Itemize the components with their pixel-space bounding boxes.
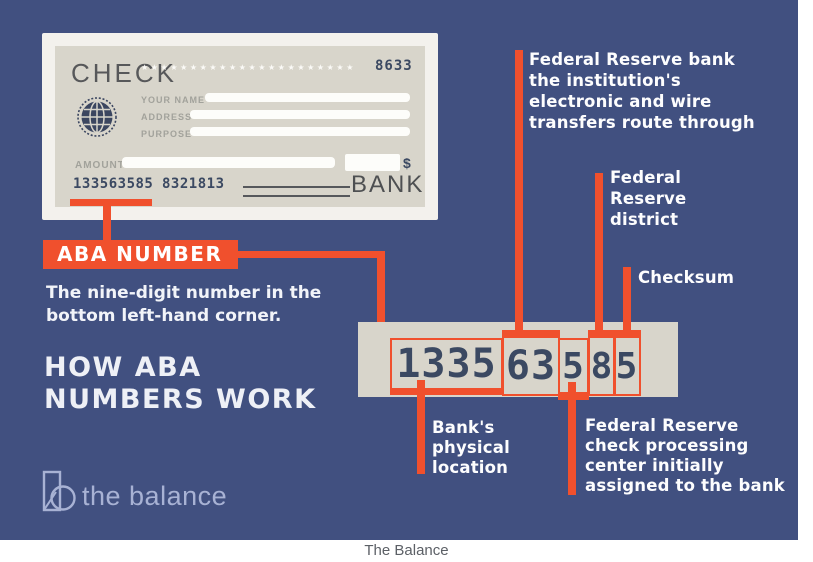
name-field-bar: [205, 93, 410, 102]
connector-aba-label-to-plate: [377, 258, 385, 324]
routing-number-plate: 1335 63 5 8 5: [358, 322, 678, 400]
connector-location: [417, 380, 425, 474]
aba-infographic: CHECK ★★★★★★★★★★★★★★★★★★★★★★ 8633 YOUR N…: [0, 0, 798, 540]
check-number: 8633: [375, 58, 413, 74]
star-row: ★★★★★★★★★★★★★★★★★★★★★★: [141, 63, 356, 72]
check-body: CHECK ★★★★★★★★★★★★★★★★★★★★★★ 8633 YOUR N…: [55, 46, 425, 207]
amount-field-label: AMOUNT: [75, 160, 125, 171]
balance-logo-text: the balance: [82, 481, 228, 511]
connector-checksum: [623, 267, 631, 330]
connector-processing-center: [568, 382, 576, 495]
address-field-bar: [190, 110, 410, 119]
check-routing-number: 133563585: [73, 176, 154, 192]
image-caption: The Balance: [364, 542, 449, 559]
annotation-federal-reserve-bank: Federal Reserve bank the institution's e…: [529, 50, 755, 132]
check-frame: CHECK ★★★★★★★★★★★★★★★★★★★★★★ 8633 YOUR N…: [42, 33, 438, 220]
amount-value-box: [345, 154, 400, 171]
dollar-sign: $: [403, 155, 411, 171]
connector-check-to-aba-label: [103, 206, 111, 240]
annotation-location: Bank's physical location: [432, 418, 510, 477]
balance-logo-icon: [42, 470, 76, 512]
bank-label: BANK: [351, 171, 425, 198]
globe-icon: [77, 97, 117, 137]
aba-description: The nine-digit number in the bottom left…: [46, 283, 322, 326]
digit-group-federal-reserve-bank: 63: [502, 330, 560, 396]
aba-highlight-underline: [70, 199, 152, 206]
page-title: HOW ABA NUMBERS WORK: [44, 352, 317, 415]
digit-group-district: 8: [588, 330, 616, 396]
signature-lines: [243, 186, 350, 197]
digit-group-location: 1335: [390, 338, 503, 395]
check-title: CHECK: [71, 58, 178, 88]
purpose-field-bar: [190, 127, 410, 136]
annotation-processing-center: Federal Reserve check processing center …: [585, 416, 785, 495]
check-account-number: 8321813: [162, 176, 225, 192]
digit-group-checksum: 5: [613, 330, 641, 396]
connector-district: [595, 173, 603, 330]
amount-field-bar: [122, 157, 335, 168]
aba-number-badge-label: ABA NUMBER: [57, 242, 223, 266]
address-field-label: ADDRESS: [141, 112, 193, 122]
purpose-field-label: PURPOSE: [141, 129, 193, 139]
connector-federal-reserve-bank: [515, 50, 523, 330]
connector-aba-label-horizontal: [238, 251, 385, 258]
annotation-checksum: Checksum: [638, 268, 735, 287]
annotation-district: Federal Reserve district: [610, 168, 687, 229]
name-field-label: YOUR NAME: [141, 95, 206, 105]
aba-number-badge: ABA NUMBER: [43, 240, 238, 269]
